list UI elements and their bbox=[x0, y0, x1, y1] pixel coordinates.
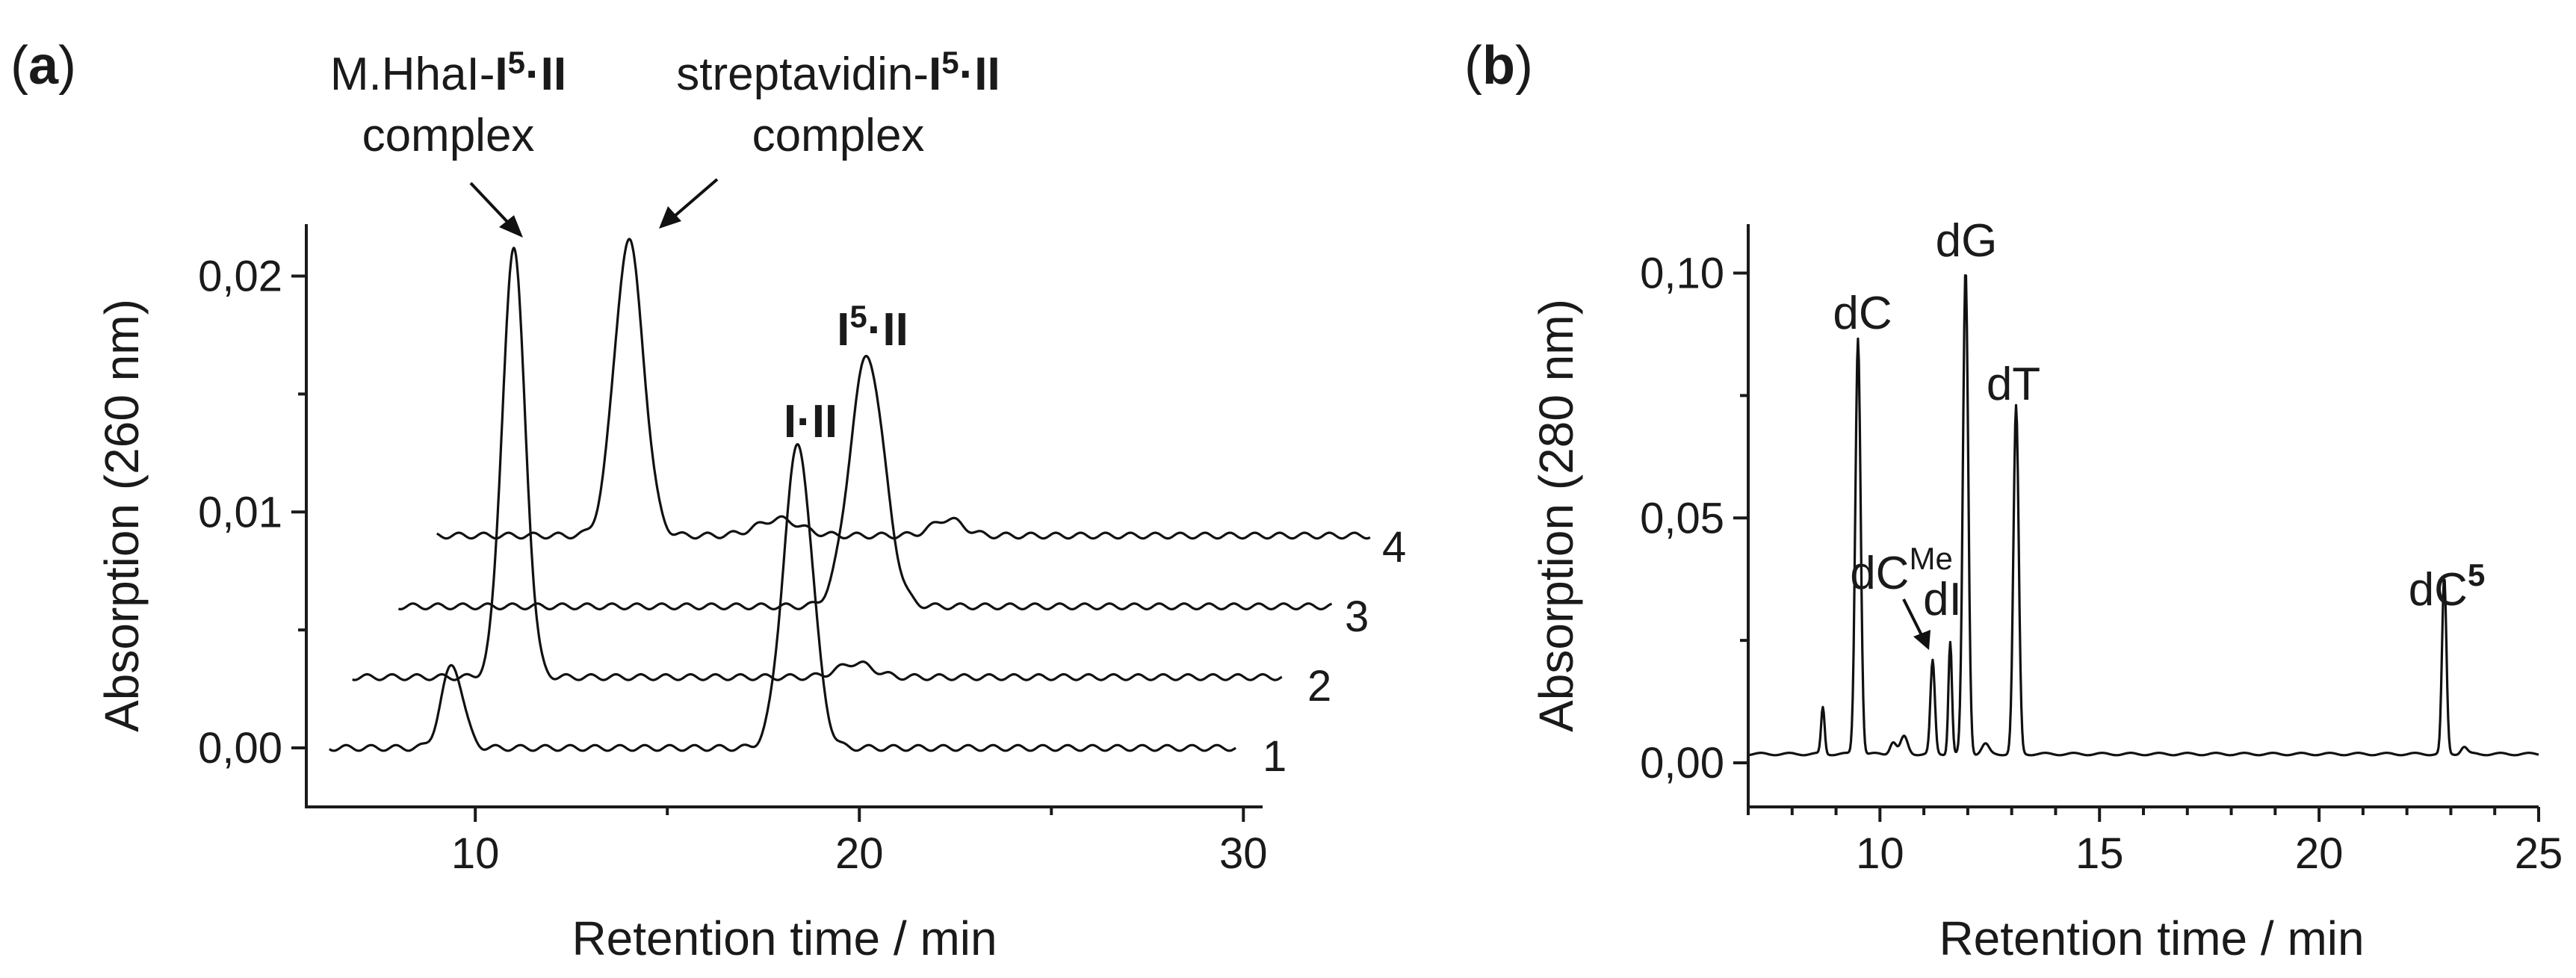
chart-a-series-2 bbox=[352, 247, 1283, 681]
peak-label-i-ii: I·II bbox=[784, 396, 837, 448]
chart-b-x-tick-label: 10 bbox=[1856, 829, 1904, 878]
annotation-mhhai-line2: complex bbox=[362, 110, 535, 161]
chart-b-x-tick-label: 25 bbox=[2515, 829, 2563, 878]
chart-a-x-tick-label: 20 bbox=[835, 829, 884, 878]
arrow-dCMe bbox=[1902, 598, 1931, 650]
trace-label-2: 2 bbox=[1307, 662, 1331, 711]
peak-label-dT: dT bbox=[1987, 359, 2040, 410]
chart-a-y-tick-label: 0,01 bbox=[198, 488, 282, 536]
chart-a-y-tick-label: 0,02 bbox=[198, 252, 282, 300]
chart-a-x-label: Retention time / min bbox=[572, 912, 997, 965]
arrow-mhhai bbox=[469, 182, 523, 238]
annotation-strep-line1: streptavidin-I5·II bbox=[676, 45, 1000, 100]
peak-label-dCMe: dCMe bbox=[1850, 541, 1953, 599]
chart-b-y-tick-label: 0,10 bbox=[1640, 250, 1724, 298]
chart-b-ticks: 10 15 20 25 0,00 0,05 0,10 bbox=[1640, 250, 2563, 878]
panel-label-a: (a) bbox=[10, 36, 76, 96]
peak-label-dC5: dC5 bbox=[2409, 557, 2486, 616]
chart-b-x-tick-label: 15 bbox=[2075, 829, 2124, 878]
peak-label-dC: dC bbox=[1833, 288, 1892, 339]
chart-a-y-tick-label: 0,00 bbox=[198, 724, 282, 773]
arrow-strep bbox=[659, 178, 719, 229]
chart-b-traces bbox=[1747, 274, 2539, 757]
chart-a-y-label: Absorption (260 nm) bbox=[95, 299, 149, 732]
trace-label-1: 1 bbox=[1263, 732, 1287, 781]
peak-label-dG: dG bbox=[1936, 215, 1998, 267]
chart-a-x-tick-label: 30 bbox=[1219, 829, 1268, 878]
trace-label-3: 3 bbox=[1345, 592, 1369, 641]
chart-b-series-trace bbox=[1747, 274, 2539, 757]
chart-b-y-tick-label: 0,00 bbox=[1640, 739, 1724, 787]
trace-label-4: 4 bbox=[1382, 523, 1406, 572]
chart-a-traces bbox=[329, 238, 1371, 752]
chart-a-ticks: 10 20 30 0,00 0,01 0,02 bbox=[198, 252, 1267, 878]
panel-label-b: (b) bbox=[1464, 36, 1533, 96]
chart-a-series-4 bbox=[436, 238, 1371, 540]
peak-label-i5-ii: I5·II bbox=[837, 299, 908, 356]
chart-a-x-tick-label: 10 bbox=[451, 829, 500, 878]
annotation-mhhai-line1: M.HhaI-I5·II bbox=[330, 45, 566, 100]
chart-a-series-3 bbox=[397, 354, 1333, 610]
peak-label-dI: dI bbox=[1923, 574, 1962, 625]
chart-b-x-label: Retention time / min bbox=[1939, 912, 2364, 965]
chart-a: 10 20 300,000,010,02 Retention time / min … bbox=[95, 45, 1406, 965]
chart-b-x-tick-label: 20 bbox=[2295, 829, 2344, 878]
chart-a-series-1 bbox=[329, 443, 1236, 752]
annotation-strep-line2: complex bbox=[752, 110, 925, 161]
chart-b-y-tick-label: 0,05 bbox=[1640, 494, 1724, 542]
chart-b: 10 15 20 25 0,00 0,05 0,10 Retention time / mi… bbox=[1529, 215, 2563, 965]
chart-b-y-label: Absorption (280 nm) bbox=[1529, 299, 1583, 732]
